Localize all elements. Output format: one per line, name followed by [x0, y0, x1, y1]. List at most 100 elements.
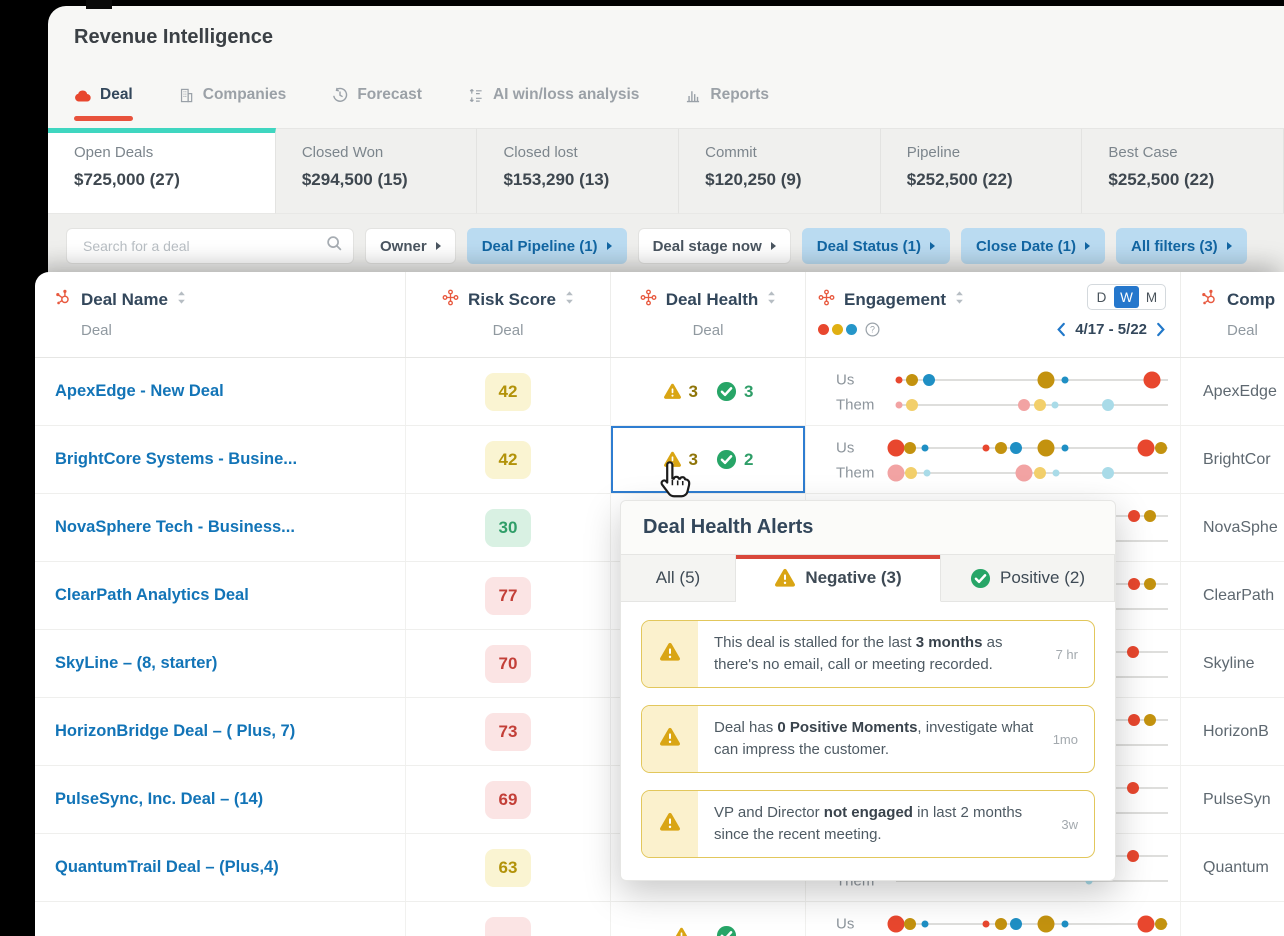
health-positive-count: 2 [744, 449, 754, 469]
deal-health-cell[interactable] [610, 834, 805, 901]
filter-deal-stage-now[interactable]: Deal stage now [637, 228, 791, 264]
summary-card-pipeline[interactable]: Pipeline $252,500 (22) [880, 128, 1083, 214]
search-field[interactable] [81, 237, 326, 255]
chevron-left-icon[interactable] [1056, 322, 1066, 337]
column-title: Deal Health [611, 289, 805, 311]
risk-score-cell: 30 [405, 494, 610, 561]
engagement-dot [895, 401, 903, 409]
alert-warning-strip [642, 791, 698, 857]
sort-icon[interactable] [955, 290, 964, 310]
company-name: BrightCor [1203, 450, 1271, 468]
search-input[interactable] [66, 228, 354, 264]
deal-health-cell[interactable] [610, 630, 805, 697]
column-subtitle: Deal [492, 322, 524, 339]
svg-text:?: ? [870, 325, 875, 335]
company-cell: Skyline [1180, 630, 1284, 697]
alert-card[interactable]: Deal has 0 Positive Moments, investigate… [641, 705, 1095, 773]
engagement-dot [1143, 371, 1161, 389]
deal-health-cell[interactable] [610, 766, 805, 833]
filter-deal-pipeline-1[interactable]: Deal Pipeline (1) [466, 228, 627, 264]
property-icon [640, 289, 657, 311]
column-header-risk-score[interactable]: Risk Score Deal [405, 272, 610, 357]
risk-score-cell: 77 [405, 562, 610, 629]
column-title-text: Risk Score [468, 290, 556, 309]
engagement-them-label: Them [836, 396, 875, 414]
card-value: $725,000 (27) [74, 170, 180, 189]
company-cell: Quantum [1180, 834, 1284, 901]
popup-tab-negative-3[interactable]: Negative (3) [736, 555, 941, 602]
column-header-deal-name[interactable]: Deal Name Deal [35, 272, 405, 357]
granularity-w[interactable]: W [1114, 286, 1139, 308]
card-value: $120,250 (9) [705, 170, 802, 189]
risk-score-badge: 63 [485, 848, 531, 887]
main-nav: Deal Companies Forecast AI win/loss analysi… [74, 86, 769, 121]
deal-name-link[interactable]: SkyLine – (8, starter) [55, 654, 218, 672]
engagement-dot [921, 920, 929, 928]
column-header-deal-health[interactable]: Deal Health Deal [610, 272, 805, 357]
tab-deal[interactable]: Deal [74, 86, 133, 121]
deal-name-link[interactable]: ClearPath Analytics Deal [55, 586, 249, 604]
warning-icon-sm [663, 451, 682, 468]
summary-card-best-case[interactable]: Best Case $252,500 (22) [1082, 128, 1284, 214]
summary-card-closed-won[interactable]: Closed Won $294,500 (15) [275, 128, 478, 214]
warning-icon-sm [663, 383, 682, 400]
tab-companies[interactable]: Companies [179, 86, 286, 104]
alert-warning-strip [642, 706, 698, 772]
popup-tab-label: All (5) [655, 568, 701, 587]
question-icon[interactable]: ? [865, 322, 880, 337]
filter-owner[interactable]: Owner [365, 228, 456, 264]
deal-health-cell[interactable] [610, 562, 805, 629]
chevron-right-icon[interactable] [1156, 322, 1166, 337]
table-header-row: Deal Name Deal Risk Score Deal Deal Health De… [35, 272, 1284, 358]
column-title: Comp [1201, 289, 1284, 311]
alert-message: VP and Director not engaged in last 2 mo… [714, 803, 1023, 844]
deal-name-cell: SkyLine – (8, starter) [35, 630, 405, 697]
warning-icon-sm [672, 927, 691, 936]
engagement-dot [1037, 371, 1055, 389]
engagement-cell: Us Them [805, 426, 1180, 493]
deal-name-link[interactable]: BrightCore Systems - Busine... [55, 450, 298, 468]
popup-tab-positive-2[interactable]: Positive (2) [941, 555, 1115, 602]
health-negative [672, 927, 698, 936]
page-title: Revenue Intelligence [74, 26, 273, 48]
risk-score-cell [405, 902, 610, 936]
filter-close-date-1[interactable]: Close Date (1) [960, 228, 1105, 264]
summary-card-commit[interactable]: Commit $120,250 (9) [679, 128, 881, 214]
alert-card[interactable]: VP and Director not engaged in last 2 mo… [641, 790, 1095, 858]
popup-tab-all-5[interactable]: All (5) [621, 555, 736, 602]
company-name: NovaSphe [1203, 518, 1278, 536]
granularity-d[interactable]: D [1096, 289, 1107, 305]
tab-reports[interactable]: Reports [685, 86, 769, 104]
column-header-engagement[interactable]: Engagement? D W M 4/17 - 5/22 [805, 272, 1180, 357]
sort-icon[interactable] [177, 290, 186, 310]
deal-health-alerts-popup: Deal Health Alerts All (5) Negative (3) Po… [620, 500, 1116, 881]
filter-all-filters-3[interactable]: All filters (3) [1116, 228, 1247, 264]
engagement-dot [1155, 918, 1168, 930]
filter-label: All filters (3) [1131, 237, 1218, 255]
health-negative-count: 3 [688, 449, 698, 469]
filter-deal-status-1[interactable]: Deal Status (1) [801, 228, 950, 264]
property-icon [442, 289, 459, 311]
sort-icon[interactable] [565, 290, 574, 310]
deal-name-link[interactable]: HorizonBridge Deal – ( Plus, 7) [55, 722, 296, 740]
sort-icon[interactable] [767, 290, 776, 310]
deal-name-link[interactable]: PulseSync, Inc. Deal – (14) [55, 790, 264, 808]
deal-health-cell[interactable] [610, 902, 805, 936]
summary-card-open-deals[interactable]: Open Deals $725,000 (27) [48, 128, 276, 214]
tab-forecast[interactable]: Forecast [332, 86, 422, 104]
deal-name-link[interactable]: NovaSphere Tech - Business... [55, 518, 295, 536]
warning-icon [659, 812, 681, 837]
deal-name-link[interactable]: ApexEdge - New Deal [55, 382, 224, 400]
filter-bar: Owner Deal Pipeline (1) Deal stage now Deal… [48, 214, 1284, 278]
engagement-cell: Us Them [805, 358, 1180, 425]
deal-name-link[interactable]: QuantumTrail Deal – (Plus,4) [55, 858, 279, 876]
alert-card[interactable]: This deal is stalled for the last 3 mont… [641, 620, 1095, 688]
tab-ai-win-loss-analysis[interactable]: AI win/loss analysis [468, 86, 639, 104]
summary-card-closed-lost[interactable]: Closed lost $153,290 (13) [477, 128, 680, 214]
granularity-m[interactable]: M [1145, 289, 1158, 305]
deal-health-cell[interactable] [610, 698, 805, 765]
engagement-dot [1128, 510, 1140, 522]
deal-health-cell[interactable] [610, 494, 805, 561]
